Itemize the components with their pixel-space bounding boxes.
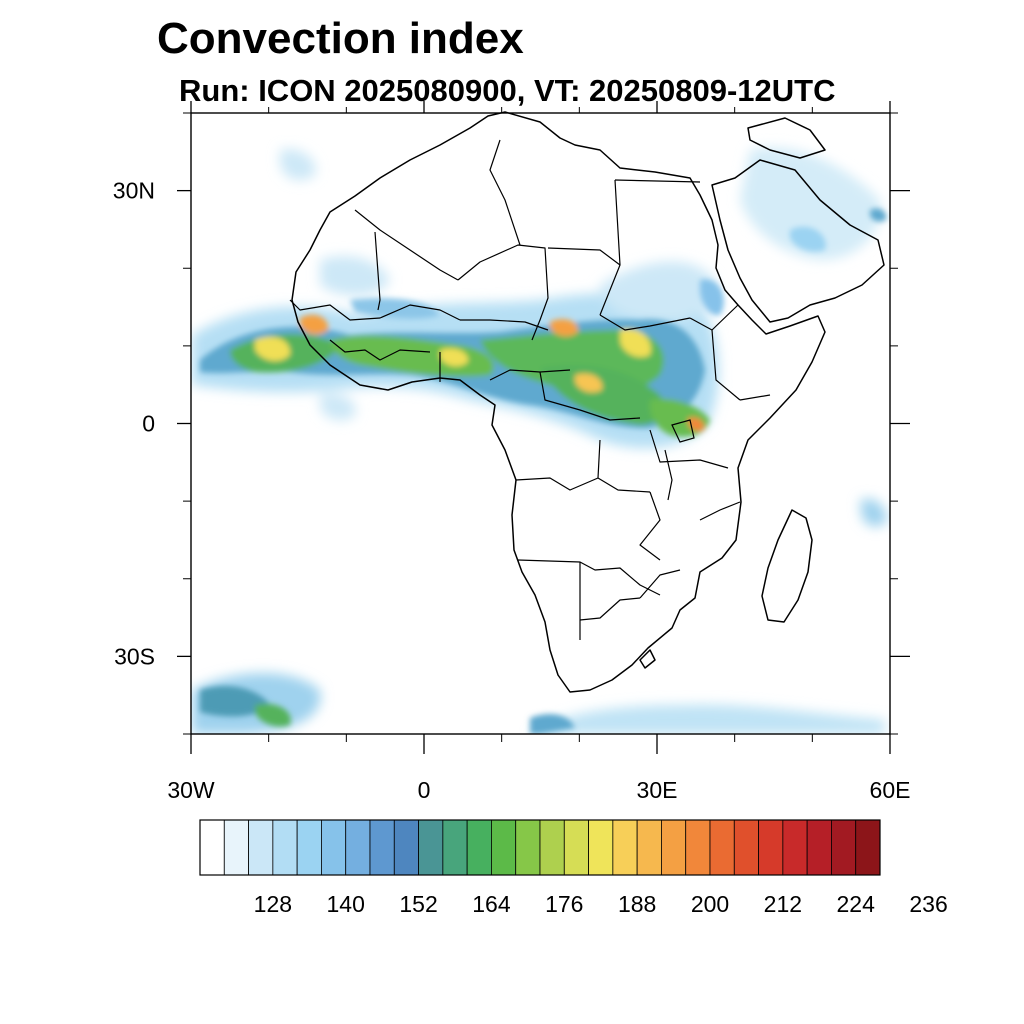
colorbar-label: 176	[545, 891, 583, 917]
colorbar-label: 200	[691, 891, 729, 917]
colorbar-swatch	[272, 819, 298, 876]
lon-label: 30W	[167, 777, 215, 803]
colorbar-swatch	[782, 819, 808, 876]
colorbar: 128 140 152 164 176 188 200 212 224 236	[199, 819, 948, 917]
colorbar-swatch	[563, 819, 589, 876]
colorbar-label: 128	[254, 891, 292, 917]
colorbar-swatch	[442, 819, 468, 876]
colorbar-label: 212	[764, 891, 802, 917]
colorbar-swatch	[393, 819, 419, 876]
colorbar-swatch	[418, 819, 444, 876]
colorbar-swatch	[758, 819, 784, 876]
colorbar-swatch	[806, 819, 832, 876]
colorbar-swatch	[709, 819, 735, 876]
colorbar-swatch	[321, 819, 347, 876]
colorbar-swatch	[223, 819, 249, 876]
lat-label: 30S	[114, 643, 155, 669]
colorbar-swatch	[685, 819, 711, 876]
colorbar-swatch	[855, 819, 881, 876]
country-borders	[289, 139, 771, 640]
colorbar-label: 152	[399, 891, 437, 917]
colorbar-swatch	[466, 819, 492, 876]
colorbar-swatch	[539, 819, 565, 876]
lat-label: 0	[142, 411, 155, 437]
colorbar-label: 188	[618, 891, 656, 917]
lon-label: 0	[418, 777, 431, 803]
convection-core-band	[200, 208, 887, 734]
colorbar-label: 236	[909, 891, 947, 917]
colorbar-swatch	[661, 819, 687, 876]
coastline	[291, 111, 885, 693]
lake-outlines	[664, 419, 695, 501]
colorbar-swatch	[369, 819, 395, 876]
colorbar-swatch	[612, 819, 638, 876]
colorbar-swatch	[515, 819, 541, 876]
lon-label: 60E	[870, 777, 911, 803]
lon-label: 30E	[637, 777, 678, 803]
colorbar-frame	[199, 819, 881, 876]
colorbar-swatch	[345, 819, 371, 876]
colorbar-swatch	[491, 819, 517, 876]
convection-field	[192, 147, 888, 734]
colorbar-swatch	[636, 819, 662, 876]
map-subtitle: Run: ICON 2025080900, VT: 20250809-12UTC	[179, 73, 836, 108]
colorbar-label: 164	[472, 891, 511, 917]
convection-light-band	[192, 147, 888, 734]
colorbar-swatch	[248, 819, 274, 876]
map-title: Convection index	[157, 14, 524, 63]
colorbar-swatch	[831, 819, 857, 876]
colorbar-swatch	[296, 819, 322, 876]
lat-label: 30N	[113, 178, 155, 204]
colorbar-swatch	[588, 819, 614, 876]
colorbar-label: 224	[837, 891, 876, 917]
colorbar-label: 140	[327, 891, 365, 917]
colorbar-swatch	[733, 819, 759, 876]
colorbar-swatch	[199, 819, 225, 876]
map-axes: 30N 0 30S 30W 0 30E 60E	[113, 101, 911, 803]
